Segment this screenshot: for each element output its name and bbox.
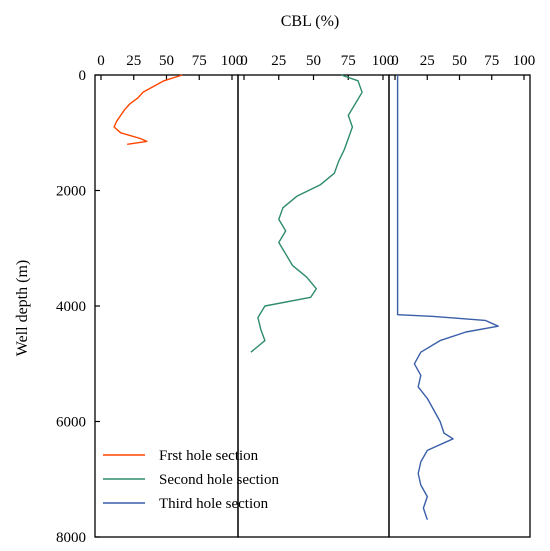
x-tick-label: 75 bbox=[484, 53, 499, 69]
x-tick-label: 100 bbox=[513, 53, 536, 69]
y-tick-label: 8000 bbox=[56, 530, 86, 546]
y-tick-label: 2000 bbox=[56, 184, 86, 200]
panel-frame-2 bbox=[237, 74, 390, 538]
legend-label: Second hole section bbox=[159, 472, 279, 488]
y-axis-title: Well depth (m) bbox=[14, 260, 31, 356]
x-tick-label: 25 bbox=[126, 53, 141, 69]
x-tick-label: 25 bbox=[271, 53, 286, 69]
panel-frame-1 bbox=[94, 74, 239, 538]
x-tick-label: 25 bbox=[420, 53, 435, 69]
legend: Frst hole section Second hole section Thir… bbox=[103, 448, 279, 512]
x-tick-label: 0 bbox=[240, 53, 248, 69]
x-tick-label: 75 bbox=[341, 53, 356, 69]
panel-frames bbox=[94, 74, 531, 538]
x-tick-label: 0 bbox=[97, 53, 105, 69]
legend-label: Third hole section bbox=[159, 496, 269, 512]
y-tick-label: 4000 bbox=[56, 299, 86, 315]
series-line-2 bbox=[250, 74, 363, 353]
series-line-1 bbox=[113, 74, 183, 145]
x-tick-label: 100 bbox=[221, 53, 244, 69]
y-tick-label: 0 bbox=[79, 68, 87, 84]
x-tick-label: 75 bbox=[192, 53, 207, 69]
panel-frame-3 bbox=[388, 74, 531, 538]
x-tick-label: 0 bbox=[391, 53, 399, 69]
x-axis-title: CBL (%) bbox=[281, 13, 340, 30]
y-tick-label: 6000 bbox=[56, 415, 86, 431]
x-tick-label: 100 bbox=[372, 53, 395, 69]
x-tick-label: 50 bbox=[452, 53, 467, 69]
x-tick-label: 50 bbox=[306, 53, 321, 69]
x-tick-label: 50 bbox=[159, 53, 174, 69]
series-line-3 bbox=[396, 75, 499, 520]
axis-ticks bbox=[95, 74, 525, 538]
y-tick-labels: 0 2000 4000 6000 8000 bbox=[56, 68, 86, 546]
series-layer bbox=[113, 74, 499, 520]
legend-label: Frst hole section bbox=[159, 448, 259, 464]
